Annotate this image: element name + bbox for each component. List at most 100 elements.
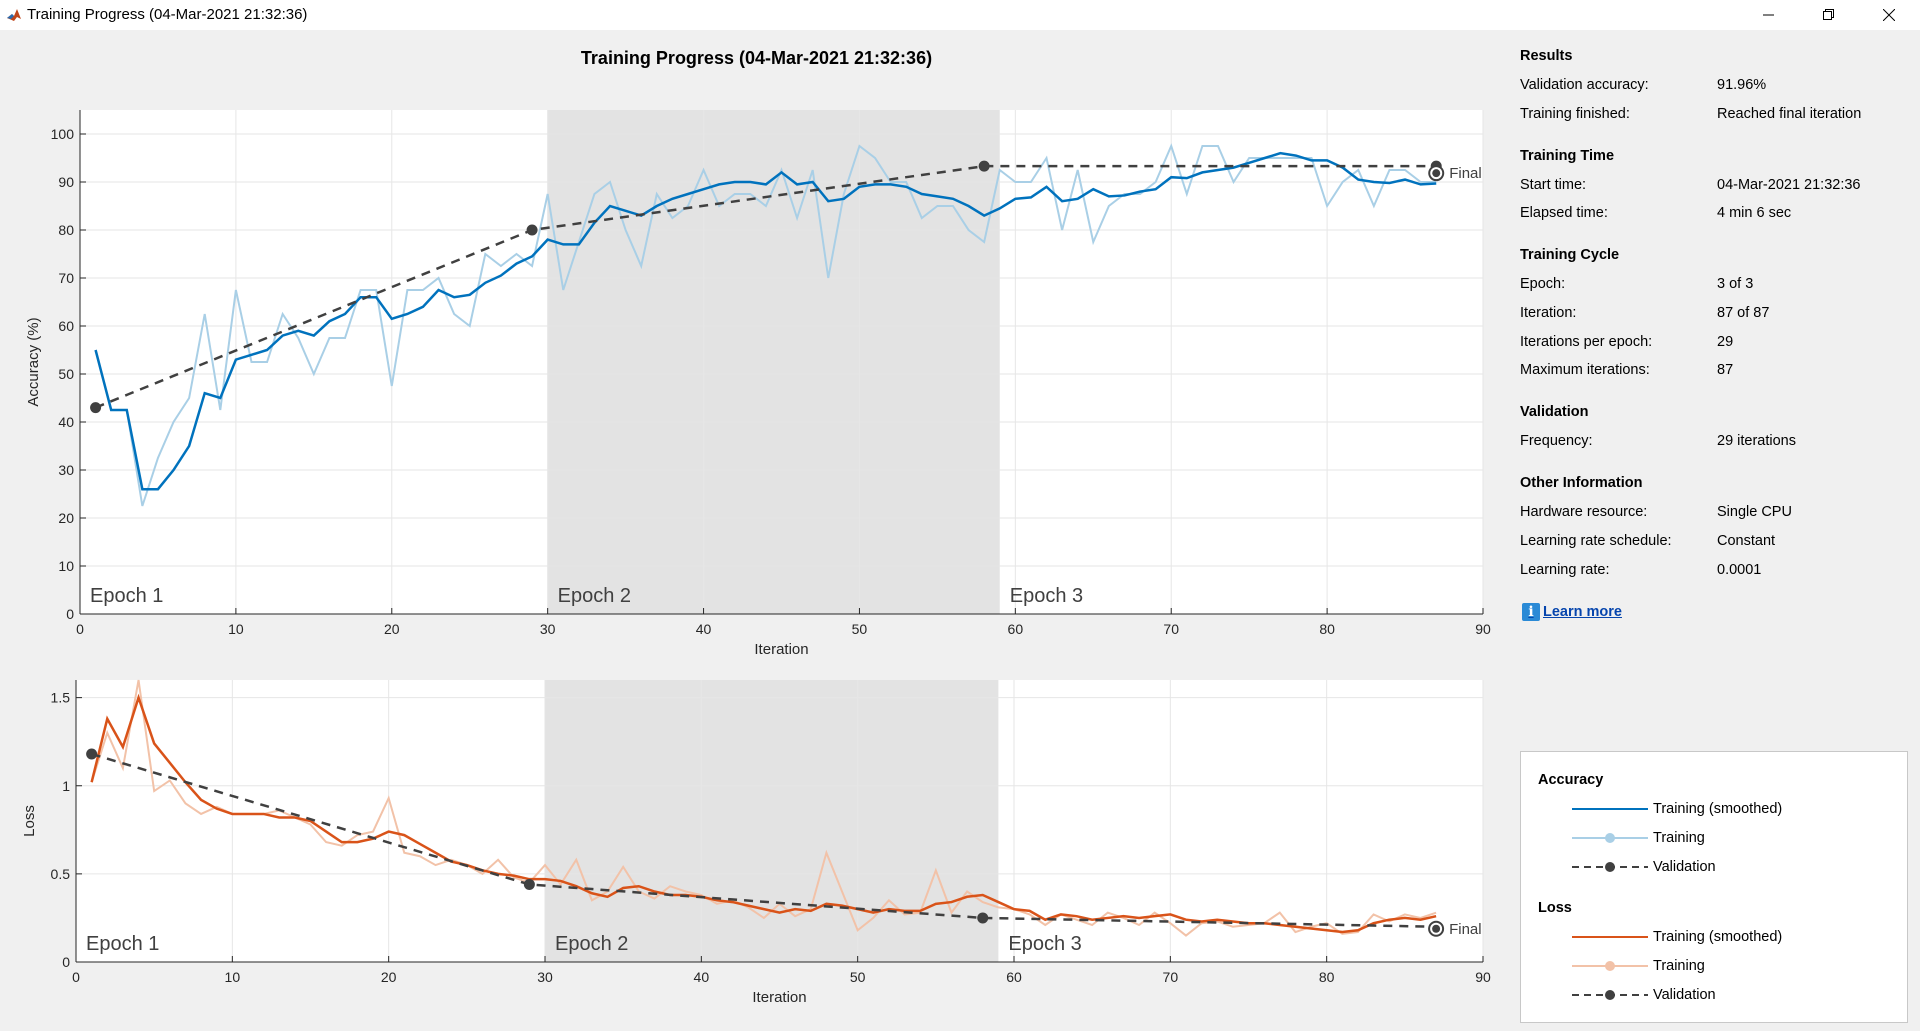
accuracy-y-tick-label: 90 xyxy=(58,174,74,190)
iteration-value: 87 of 87 xyxy=(1717,305,1770,321)
loss-epoch-label: Epoch 3 xyxy=(1008,933,1081,955)
loss-validation-line xyxy=(91,752,1437,928)
info-icon: i xyxy=(1522,603,1540,621)
learn-more-label: Learn more xyxy=(1543,604,1622,620)
learning-rate-schedule-value: Constant xyxy=(1717,533,1776,549)
legend-accuracy-heading: Accuracy xyxy=(1538,772,1604,788)
accuracy-x-tick-label: 30 xyxy=(540,621,556,637)
legend-loss-validation-label: Validation xyxy=(1653,987,1716,1003)
loss-x-tick-label: 60 xyxy=(1006,969,1022,985)
epoch-label: Epoch: xyxy=(1520,276,1566,292)
loss-y-tick-label: 0 xyxy=(62,954,70,970)
accuracy-x-tick-label: 40 xyxy=(696,621,712,637)
learning-rate-label: Learning rate: xyxy=(1520,562,1610,578)
iteration-label: Iteration: xyxy=(1520,305,1577,321)
training-finished-label: Training finished: xyxy=(1520,106,1630,122)
minimize-button[interactable] xyxy=(1746,0,1792,30)
legend-loss-smoothed-swatch xyxy=(1572,936,1648,938)
accuracy-x-tick-label: 70 xyxy=(1163,621,1179,637)
loss-x-tick-label: 10 xyxy=(225,969,241,985)
validation-heading: Validation xyxy=(1520,404,1589,420)
other-information-heading: Other Information xyxy=(1520,475,1643,491)
accuracy-x-tick-label: 0 xyxy=(76,621,84,637)
accuracy-x-axis-label: Iteration xyxy=(754,641,808,658)
validation-accuracy-value: 91.96% xyxy=(1717,77,1767,93)
loss-validation-point xyxy=(523,878,535,890)
loss-x-tick-label: 0 xyxy=(72,969,80,985)
accuracy-x-tick-label: 20 xyxy=(384,621,400,637)
plot-title: Training Progress (04-Mar-2021 21:32:36) xyxy=(580,48,933,68)
window-title: Training Progress (04-Mar-2021 21:32:36) xyxy=(27,6,308,23)
learning-rate-value: 0.0001 xyxy=(1717,562,1762,578)
legend-loss-training-swatch xyxy=(1572,961,1648,971)
minimize-icon xyxy=(1763,14,1774,16)
maximum-iterations-label: Maximum iterations: xyxy=(1520,362,1650,378)
legend-loss-smoothed-label: Training (smoothed) xyxy=(1653,929,1783,945)
start-time-value: 04-Mar-2021 21:32:36 xyxy=(1717,177,1861,193)
accuracy-y-tick-label: 40 xyxy=(58,414,74,430)
accuracy-x-tick-label: 10 xyxy=(228,621,244,637)
accuracy-y-tick-label: 80 xyxy=(58,222,74,238)
accuracy-y-tick-label: 0 xyxy=(66,606,74,622)
close-button[interactable] xyxy=(1866,0,1912,30)
training-time-heading: Training Time xyxy=(1520,148,1615,164)
frequency-value: 29 iterations xyxy=(1717,433,1796,449)
restore-button[interactable] xyxy=(1806,0,1852,30)
legend-loss-validation-swatch xyxy=(1572,990,1648,1000)
loss-y-axis-label: Loss xyxy=(21,805,38,837)
accuracy-y-tick-label: 100 xyxy=(51,126,75,142)
training-plots: 0 10 20 30 40 50 60 70 80 90010203040506070809010… xyxy=(21,110,1491,1006)
loss-epoch-shade xyxy=(545,680,999,962)
loss-x-tick-label: 50 xyxy=(850,969,866,985)
legend: Accuracy Training (smoothed) Training Va… xyxy=(1520,751,1908,1023)
legend-acc-training-label: Training xyxy=(1653,830,1705,846)
accuracy-x-tick-label: 50 xyxy=(852,621,868,637)
legend-acc-training-swatch xyxy=(1572,833,1648,843)
restore-icon xyxy=(1823,9,1834,20)
start-time-label: Start time: xyxy=(1520,177,1587,193)
loss-validation-point xyxy=(977,912,989,924)
loss-y-tick-label: 1.5 xyxy=(51,690,71,706)
accuracy-x-tick-label: 90 xyxy=(1475,621,1491,637)
hardware-resource-value: Single CPU xyxy=(1717,504,1792,520)
loss-axes: 0 10 20 30 40 50 60 70 80 90 0 0.5 1 1.5 Iteration Loss… xyxy=(21,679,1491,1006)
epoch-value: 3 of 3 xyxy=(1717,276,1754,292)
hardware-resource-label: Hardware resource: xyxy=(1520,504,1648,520)
loss-x-tick-label: 70 xyxy=(1163,969,1179,985)
accuracy-y-tick-label: 30 xyxy=(58,462,74,478)
matlab-app-icon xyxy=(6,7,22,23)
loss-final-marker-dot xyxy=(1432,924,1441,933)
learning-rate-schedule-label: Learning rate schedule: xyxy=(1520,533,1672,549)
accuracy-x-tick-label: 60 xyxy=(1008,621,1024,637)
learn-more-link[interactable]: i Learn more xyxy=(1522,603,1622,621)
accuracy-validation-line xyxy=(95,164,1437,409)
legend-loss-heading: Loss xyxy=(1538,900,1572,916)
validation-accuracy-label: Validation accuracy: xyxy=(1520,77,1649,93)
loss-y-tick-label: 0.5 xyxy=(51,866,71,882)
accuracy-epoch-label: Epoch 2 xyxy=(558,585,631,607)
legend-acc-validation-label: Validation xyxy=(1653,859,1716,875)
elapsed-time-label: Elapsed time: xyxy=(1520,205,1608,221)
accuracy-y-tick-label: 10 xyxy=(58,558,74,574)
legend-loss-training-label: Training xyxy=(1653,958,1705,974)
loss-x-tick-label: 80 xyxy=(1319,969,1335,985)
loss-epoch-label: Epoch 1 xyxy=(86,933,159,955)
elapsed-time-value: 4 min 6 sec xyxy=(1717,205,1792,221)
accuracy-validation-point xyxy=(526,224,538,236)
loss-training-smoothed-line xyxy=(90,693,1437,934)
accuracy-y-axis-label: Accuracy (%) xyxy=(25,317,42,406)
accuracy-epoch-label: Epoch 3 xyxy=(1010,585,1083,607)
title-bar: Training Progress (04-Mar-2021 21:32:36) xyxy=(0,0,1920,30)
loss-x-tick-label: 30 xyxy=(537,969,553,985)
training-finished-value: Reached final iteration xyxy=(1717,106,1862,122)
accuracy-training-line xyxy=(94,143,1437,507)
accuracy-final-label: Final xyxy=(1449,165,1482,182)
accuracy-validation-point xyxy=(90,402,102,414)
accuracy-y-tick-label: 60 xyxy=(58,318,74,334)
frequency-label: Frequency: xyxy=(1520,433,1593,449)
accuracy-y-tick-label: 50 xyxy=(58,366,74,382)
accuracy-final-marker-dot xyxy=(1432,169,1441,178)
accuracy-axes: 0 10 20 30 40 50 60 70 80 90 0 10 20 30 40 50 60 70 80 90 10… xyxy=(25,110,1491,658)
accuracy-y-tick-label: 20 xyxy=(58,510,74,526)
loss-y-tick-label: 1 xyxy=(62,778,70,794)
